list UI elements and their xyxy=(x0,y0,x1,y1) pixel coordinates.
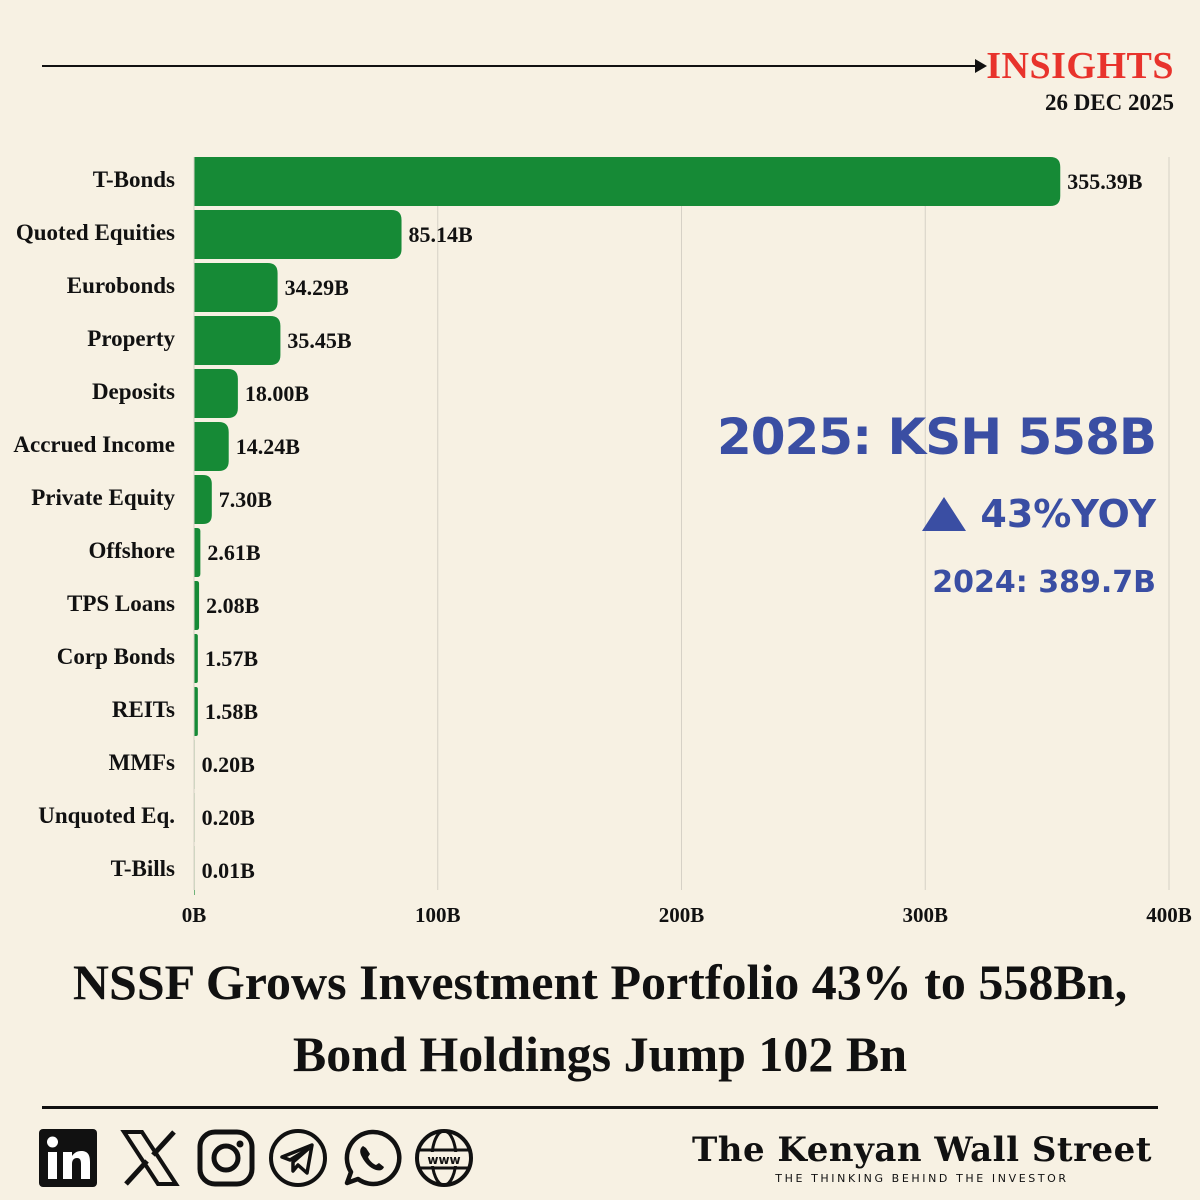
bar xyxy=(193,316,281,365)
publish-date: 26 DEC 2025 xyxy=(1044,90,1174,115)
value-label: 2.08B xyxy=(206,593,260,618)
value-label: 2.61B xyxy=(207,540,261,565)
value-label: 14.24B xyxy=(236,434,301,459)
category-label: Private Equity xyxy=(31,485,175,510)
x-tick-label: 300B xyxy=(902,903,948,927)
bar xyxy=(194,210,402,259)
instagram-icon[interactable] xyxy=(196,1128,256,1188)
bar xyxy=(194,687,198,736)
category-label: REITs xyxy=(112,697,175,722)
category-label: Unquoted Eq. xyxy=(38,803,175,828)
footer-rule xyxy=(42,1106,1158,1109)
category-label: T-Bills xyxy=(111,856,175,881)
category-label: Eurobonds xyxy=(67,273,175,298)
category-label: Accrued Income xyxy=(13,432,175,457)
yoy-growth-stat: 43%YOY xyxy=(922,492,1156,536)
x-tick-label: 100B xyxy=(415,903,461,927)
bar xyxy=(194,422,229,471)
bar xyxy=(194,157,1061,206)
category-label: Corp Bonds xyxy=(57,644,175,669)
value-label: 0.20B xyxy=(202,805,256,830)
headline-line-1: NSSF Grows Investment Portfolio 43% to 5… xyxy=(72,954,1128,1010)
value-label: 1.58B xyxy=(205,699,259,724)
value-label: 85.14B xyxy=(409,222,474,247)
brand-tagline: THE THINKING BEHIND THE INVESTOR xyxy=(775,1172,1069,1185)
x-tick-label: 400B xyxy=(1146,903,1192,927)
bar xyxy=(194,263,278,312)
bar xyxy=(194,528,201,577)
value-label: 0.20B xyxy=(202,752,256,777)
category-label: Deposits xyxy=(92,379,175,404)
category-label: MMFs xyxy=(109,750,175,775)
value-label: 0.01B xyxy=(202,858,256,883)
value-label: 355.39B xyxy=(1067,169,1143,194)
linkedin-icon[interactable] xyxy=(38,1128,98,1188)
x-icon[interactable] xyxy=(120,1128,180,1188)
arrow-icon xyxy=(975,59,987,73)
x-tick-label: 200B xyxy=(659,903,705,927)
section-label: INSIGHTS xyxy=(986,45,1174,87)
value-label: 18.00B xyxy=(245,381,310,406)
up-triangle-icon xyxy=(922,497,967,531)
bar xyxy=(194,581,200,630)
bar xyxy=(194,475,212,524)
value-label: 35.45B xyxy=(287,328,352,353)
website-icon[interactable]: www xyxy=(414,1128,474,1188)
value-label: 1.57B xyxy=(205,646,259,671)
category-label: Property xyxy=(87,326,175,351)
bar xyxy=(194,369,238,418)
bar xyxy=(194,634,198,683)
value-label: 7.30B xyxy=(219,487,273,512)
previous-year-stat: 2024: 389.7B xyxy=(932,565,1156,600)
yoy-growth-value: 43%YOY xyxy=(980,492,1156,536)
value-label: 34.29B xyxy=(285,275,350,300)
brand-name: The Kenyan Wall Street xyxy=(691,1130,1152,1170)
x-tick-label: 0B xyxy=(182,903,207,927)
category-label: T-Bonds xyxy=(93,167,175,192)
website-icon-text: www xyxy=(427,1153,460,1167)
whatsapp-icon[interactable] xyxy=(342,1128,402,1188)
telegram-icon[interactable] xyxy=(268,1128,328,1188)
headline-line-2: Bond Holdings Jump 102 Bn xyxy=(292,1026,908,1082)
category-label: TPS Loans xyxy=(67,591,175,616)
brand-logo[interactable]: The Kenyan Wall Street THE THINKING BEHI… xyxy=(692,1130,1152,1185)
bar-chart: 0B 100B 200B 300B 400B T-Bonds 355.39B Quoted E… xyxy=(13,157,1192,927)
total-portfolio-stat: 2025: KSH 558B xyxy=(716,408,1157,466)
header-rule xyxy=(42,65,982,67)
category-label: Offshore xyxy=(89,538,175,563)
category-label: Quoted Equities xyxy=(16,220,175,245)
